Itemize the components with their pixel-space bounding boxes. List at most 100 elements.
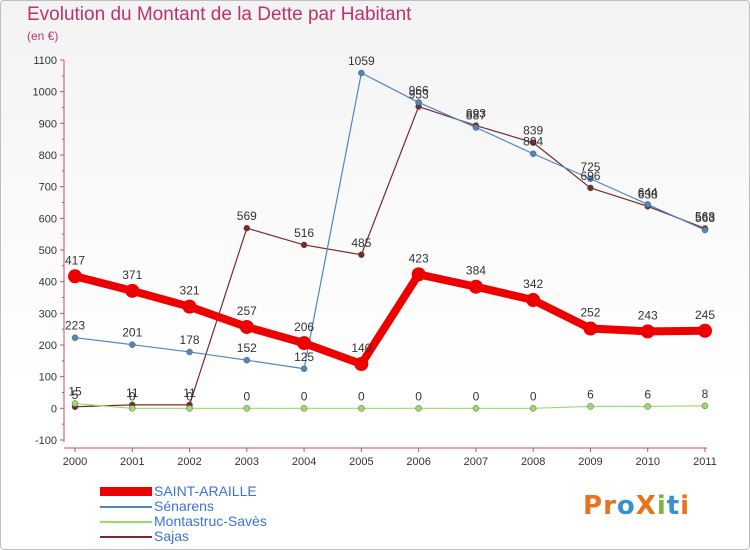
data-point-senarens bbox=[644, 201, 651, 208]
data-label-sajas: 11 bbox=[126, 386, 139, 400]
data-point-montastruc-saves bbox=[358, 405, 365, 412]
data-point-montastruc-saves bbox=[701, 402, 709, 410]
data-label-senarens: 563 bbox=[695, 211, 715, 225]
y-tick-label: 400 bbox=[39, 277, 57, 289]
data-label-montastruc-saves: 15 bbox=[68, 385, 82, 399]
y-tick-label: 900 bbox=[39, 118, 57, 130]
data-label-sajas: 5 bbox=[72, 388, 79, 402]
logo-letter: t bbox=[666, 491, 681, 521]
data-point-saint-araille bbox=[125, 283, 140, 298]
data-point-saint-araille bbox=[68, 269, 82, 284]
logo-letter: i bbox=[680, 491, 691, 521]
data-point-saint-araille bbox=[354, 357, 369, 371]
data-label-senarens: 644 bbox=[638, 185, 658, 199]
x-tick-label: 2004 bbox=[292, 456, 316, 468]
data-label-montastruc-saves: 0 bbox=[301, 389, 308, 403]
x-tick-label: 2007 bbox=[464, 456, 488, 468]
legend-swatch bbox=[100, 505, 152, 508]
series-line-sajas bbox=[74, 105, 706, 408]
y-tick-label: 500 bbox=[39, 245, 57, 257]
data-label-sajas: 11 bbox=[183, 386, 196, 400]
logo-letter: i bbox=[656, 491, 667, 521]
data-label-saint-araille: 206 bbox=[294, 320, 314, 334]
x-tick-label: 2008 bbox=[521, 456, 545, 468]
y-tick-label: 100 bbox=[39, 372, 57, 384]
data-label-montastruc-saves: 0 bbox=[530, 389, 537, 403]
x-tick-label: 2010 bbox=[635, 456, 659, 468]
y-tick-label: 1000 bbox=[33, 87, 57, 99]
data-point-saint-araille bbox=[526, 293, 541, 308]
data-label-saint-araille: 371 bbox=[122, 268, 142, 282]
data-point-senarens bbox=[300, 365, 308, 372]
logo-letter: o bbox=[616, 491, 636, 521]
y-tick-label: 200 bbox=[39, 340, 57, 352]
data-label-senarens: 178 bbox=[180, 333, 200, 347]
data-point-saint-araille bbox=[698, 323, 712, 338]
data-point-senarens bbox=[71, 334, 79, 341]
legend-swatch bbox=[100, 535, 152, 538]
data-point-senarens bbox=[587, 175, 594, 182]
y-tick-label: 800 bbox=[39, 150, 57, 162]
data-label-sajas: 485 bbox=[351, 236, 371, 250]
series-line-senarens bbox=[74, 72, 706, 370]
data-label-senarens: 152 bbox=[237, 341, 257, 355]
y-tick-label: 1100 bbox=[33, 55, 57, 67]
chart-unit: (en €) bbox=[27, 29, 59, 43]
y-tick-label: 0 bbox=[51, 403, 57, 415]
data-point-senarens bbox=[529, 150, 537, 157]
data-point-senarens bbox=[243, 356, 251, 364]
data-label-sajas: 893 bbox=[466, 107, 486, 121]
chart-title: Evolution du Montant de la Dette par Hab… bbox=[27, 4, 412, 25]
data-label-senarens: 887 bbox=[466, 108, 486, 122]
x-tick-label: 2009 bbox=[578, 456, 602, 468]
data-point-montastruc-saves bbox=[415, 405, 422, 412]
data-point-senarens bbox=[129, 341, 136, 348]
data-point-sajas bbox=[587, 184, 594, 192]
data-label-saint-araille: 384 bbox=[466, 264, 486, 278]
x-tick-label: 2003 bbox=[235, 456, 259, 468]
data-label-sajas: 569 bbox=[237, 209, 257, 223]
data-label-saint-araille: 342 bbox=[523, 277, 543, 291]
data-label-saint-araille: 252 bbox=[580, 306, 600, 320]
data-point-saint-araille bbox=[239, 319, 254, 334]
data-point-senarens bbox=[472, 124, 480, 131]
data-label-sajas: 638 bbox=[638, 187, 658, 201]
logo-letter: r bbox=[603, 491, 617, 521]
data-point-saint-araille bbox=[468, 279, 483, 294]
data-label-montastruc-saves: 0 bbox=[415, 389, 422, 403]
data-point-montastruc-saves bbox=[129, 405, 136, 412]
data-point-saint-araille bbox=[411, 267, 426, 282]
data-label-saint-araille: 243 bbox=[638, 308, 658, 322]
data-point-saint-araille bbox=[182, 299, 197, 314]
data-point-montastruc-saves bbox=[243, 405, 251, 412]
data-label-senarens: 1059 bbox=[348, 54, 375, 68]
data-point-montastruc-saves bbox=[186, 405, 193, 412]
data-label-saint-araille: 245 bbox=[695, 308, 715, 322]
data-point-sajas bbox=[243, 224, 251, 232]
logo-letter: X bbox=[635, 491, 657, 521]
data-label-montastruc-saves: 0 bbox=[243, 389, 250, 403]
data-label-montastruc-saves: 0 bbox=[186, 389, 193, 403]
data-point-saint-araille bbox=[640, 324, 655, 339]
x-tick-label: 2000 bbox=[63, 456, 87, 468]
legend-label: Sénarens bbox=[154, 498, 214, 514]
data-point-montastruc-saves bbox=[644, 403, 651, 410]
data-label-saint-araille: 417 bbox=[65, 253, 85, 267]
legend-swatch bbox=[100, 487, 152, 496]
data-label-senarens: 725 bbox=[580, 160, 600, 174]
y-tick-label: 300 bbox=[39, 308, 57, 320]
x-tick-label: 2011 bbox=[693, 456, 717, 468]
data-point-senarens bbox=[358, 69, 365, 77]
legend-label: SAINT-ARAILLE bbox=[154, 483, 257, 499]
legend-label: Montastruc-Savès bbox=[154, 513, 267, 529]
data-label-montastruc-saves: 0 bbox=[473, 389, 480, 403]
data-label-senarens: 125 bbox=[294, 350, 314, 364]
data-label-saint-araille: 140 bbox=[351, 341, 371, 355]
data-label-senarens: 804 bbox=[523, 135, 543, 149]
data-label-sajas: 696 bbox=[580, 169, 600, 183]
data-label-montastruc-saves: 0 bbox=[358, 389, 365, 403]
logo-letter: P bbox=[583, 491, 604, 521]
x-tick-label: 2001 bbox=[120, 456, 144, 468]
